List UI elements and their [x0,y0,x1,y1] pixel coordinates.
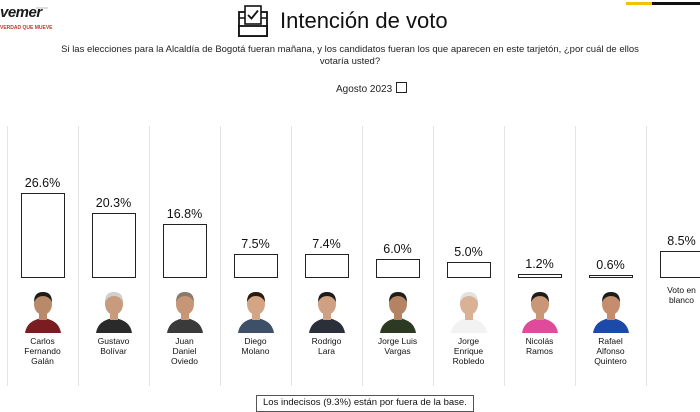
candidate-name: Jorge Enrique Robledo [436,336,502,366]
candidate-name-line: Jorge [457,336,480,346]
candidate-name: Diego Molano [223,336,289,356]
accent-bar-yellow [626,2,652,5]
column-divider [362,126,363,386]
accent-bar-black [652,2,700,5]
legend-label: Agosto 2023 [336,84,393,95]
candidate-name-line: Rodrigo [311,336,342,346]
candidate-name-line: Carlos [30,336,55,346]
candidate-photo [166,292,203,333]
column-divider [78,126,79,386]
candidate-name-line: Vargas [384,346,411,356]
column-divider [504,126,505,386]
candidate-name-line: Bolívar [100,346,127,356]
candidate-name-line: Daniel [172,346,197,356]
candidate-name-line: blanco [668,295,695,305]
candidate-photo [592,292,629,333]
legend: Agosto 2023 [336,82,408,95]
page-title: Intención de voto [280,8,448,33]
candidate-name-line: Oviedo [171,356,198,366]
bar-10 [659,250,700,278]
candidate-name-line: Lara [317,346,335,356]
candidate-name: Rodrigo Lara [294,336,360,356]
candidate-name-line: Jorge Luis [377,336,418,346]
column-divider [433,126,434,386]
column-divider [291,126,292,386]
value-label: 16.8% [166,207,203,222]
bar-3 [162,224,207,278]
candidate-name: Nicolás Ramos [507,336,573,356]
bar-6 [375,258,420,278]
candidate-name-line: Juan [175,336,194,346]
bar-1 [20,192,65,278]
column-divider [149,126,150,386]
candidate-name-line: Gustavo [97,336,130,346]
candidate-photo [379,292,416,333]
value-label: 1.2% [525,257,554,272]
candidate-name: Juan Daniel Oviedo [152,336,218,366]
bar-2 [91,213,136,278]
value-label: 26.6% [24,175,61,190]
candidate-name-line: Fernando [24,346,61,356]
bar-5 [304,254,349,278]
brand-name: vemer [0,4,42,21]
candidate-photo [24,292,61,333]
brand-decoration [36,7,48,9]
candidate-name-line: Voto en [667,285,696,295]
value-label: 6.0% [383,241,412,256]
bar-7 [446,262,491,278]
candidate-name: Voto en blanco [649,285,700,305]
candidate-name: Carlos Fernando Galán [10,336,76,366]
column-divider [575,126,576,386]
candidate-photo [450,292,487,333]
value-label: 0.6% [596,258,625,272]
value-label: 7.4% [312,237,341,252]
candidate-name-line: Enrique [453,346,484,356]
candidate-name-line: Quintero [594,356,627,366]
candidate-name-line: Alfonso [596,346,625,356]
value-label: 5.0% [454,245,483,259]
candidate-name: Gustavo Bolívar [81,336,147,356]
candidate-name-line: Rafael [598,336,623,346]
bar-8 [517,274,562,278]
candidate-name-line: Robledo [452,356,485,366]
candidate-name-line: Ramos [526,346,553,356]
column-divider [220,126,221,386]
candidate-photo [308,292,345,333]
footnote: Los indecisos (9.3%) están por fuera de … [256,395,474,412]
candidate-name: Rafael Alfonso Quintero [578,336,644,366]
value-label: 8.5% [667,233,696,248]
survey-question: Si las elecciones para la Alcaldía de Bo… [61,44,639,67]
candidate-name-line: Galán [31,356,54,366]
candidate-name-line: Molano [241,346,270,356]
candidate-photo [521,292,558,333]
column-divider [7,126,8,386]
brand-tagline: VERDAD QUE MUEVE [0,25,53,31]
brand-logo: vemer VERDAD QUE MUEVE [0,4,53,34]
ballot-box-icon [238,5,268,37]
candidate-name: Jorge Luis Vargas [365,336,431,356]
legend-swatch [396,82,408,93]
bar-4 [233,254,278,278]
candidate-photo [95,292,132,333]
column-divider [646,126,647,386]
bar-9 [588,275,633,278]
candidate-photo [237,292,274,333]
candidate-name-line: Nicolás [525,336,554,346]
candidate-name-line: Diego [244,336,267,346]
value-label: 20.3% [95,196,132,211]
value-label: 7.5% [241,237,270,251]
